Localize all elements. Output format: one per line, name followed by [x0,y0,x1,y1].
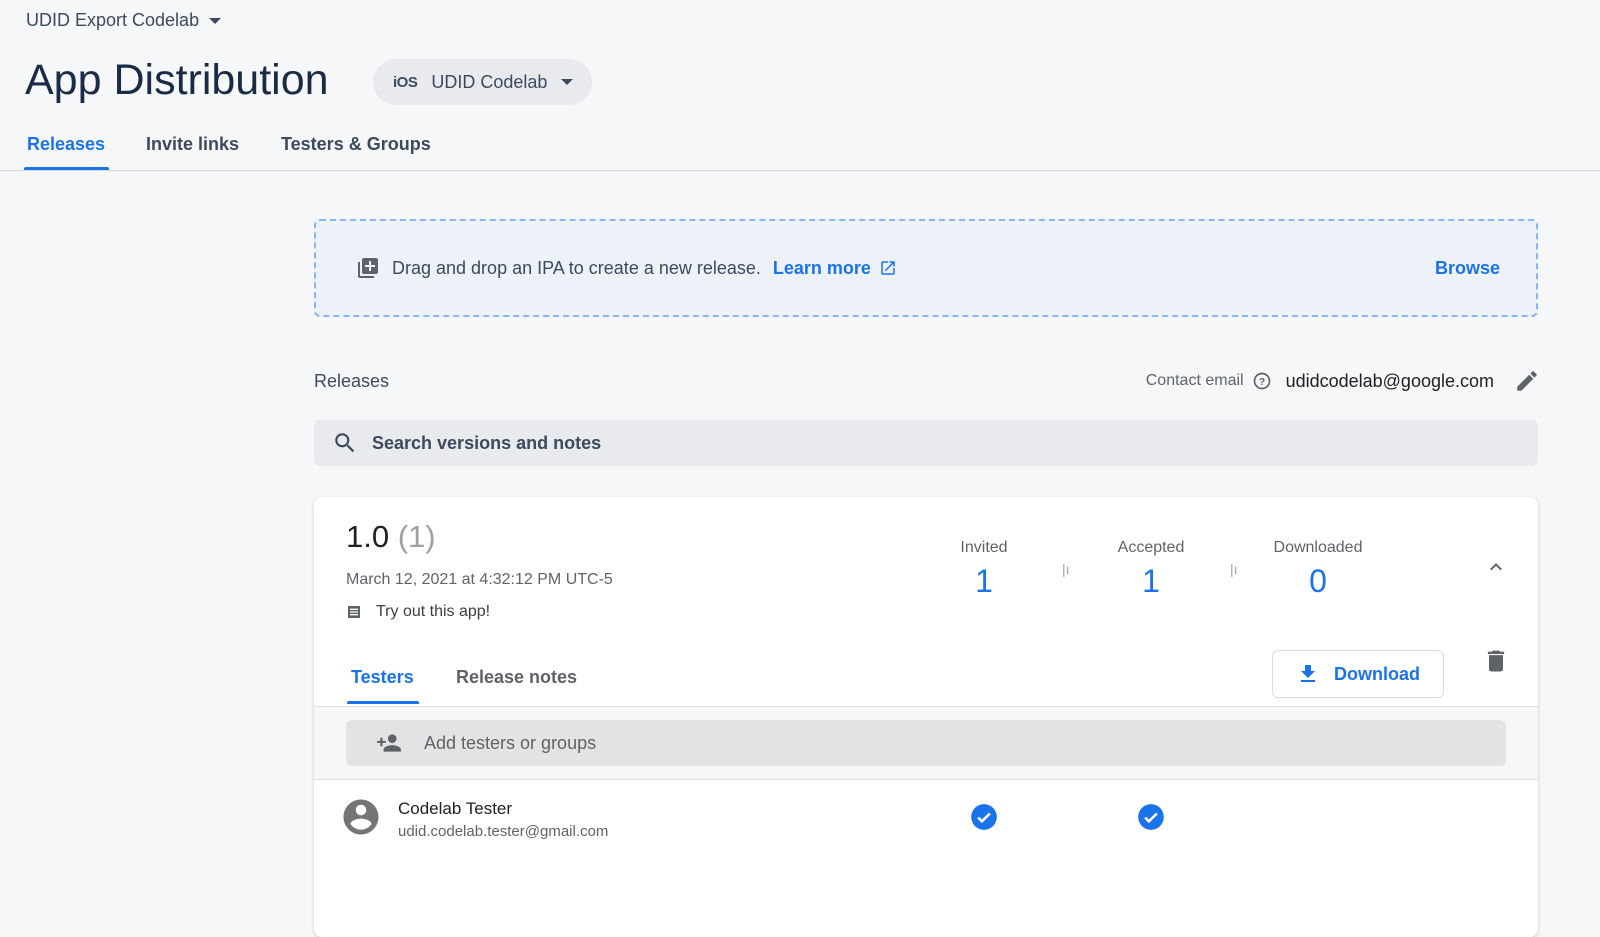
external-link-icon [881,261,895,275]
release-version: 1.0 (1) [346,519,436,555]
add-testers-bar [314,706,1538,780]
caret-down-icon [209,17,222,24]
download-label: Download [1334,663,1420,684]
download-button[interactable]: Download [1272,650,1444,698]
stat-value: 0 [1309,563,1327,599]
app-selector[interactable]: iOS UDID Codelab [373,59,592,105]
caret-down-icon [561,79,574,85]
stat-accepted: Accepted 1 [1081,539,1221,600]
notes-icon [348,606,360,618]
stat-downloaded: Downloaded 0 [1248,539,1388,600]
stat-label: Accepted [1117,539,1185,556]
stat-value: 1 [975,563,993,599]
funnel-separator-icon: |ı [1062,561,1070,577]
dropzone-text: Drag and drop an IPA to create a new rel… [392,257,761,278]
release-notes-summary: Try out this app! [346,603,490,621]
chevron-up-icon[interactable] [1484,555,1508,579]
stat-value: 1 [1142,563,1160,599]
search-bar [314,420,1538,466]
tester-name: Codelab Tester [398,799,513,818]
active-tab-indicator [24,167,109,170]
tab-testers-groups[interactable]: Testers & Groups [281,134,431,154]
active-tab-indicator [347,701,419,704]
edit-pencil-icon[interactable] [1514,368,1540,394]
stat-label: Invited [960,539,1008,556]
releases-heading: Releases [314,371,390,391]
version-number: 1.0 [346,519,390,554]
browse-button[interactable]: Browse [1434,257,1500,278]
ios-icon: iOS [393,73,418,91]
tab-invite-links[interactable]: Invite links [146,134,240,154]
tab-testers[interactable]: Testers [351,667,414,687]
stat-invited: Invited 1 [914,539,1054,600]
learn-more-link[interactable]: Learn more [773,258,897,279]
notes-text: Try out this app! [376,603,491,620]
add-testers-field [346,720,1506,766]
tab-release-notes[interactable]: Release notes [456,667,578,687]
stat-label: Downloaded [1273,539,1363,556]
add-to-library-icon [358,258,378,278]
svg-text:?: ? [1259,377,1265,388]
contact-email-value: udidcodelab@google.com [1285,370,1494,391]
page-title: App Distribution [25,56,329,104]
help-icon[interactable]: ? [1252,371,1272,391]
tabs-divider [0,170,1600,171]
app-name: UDID Codelab [431,71,548,92]
release-card: 1.0 (1) March 12, 2021 at 4:32:12 PM UTC… [314,497,1538,937]
contact-email: Contact email ? udidcodelab@google.com [1146,368,1540,394]
invited-check-icon [971,804,997,830]
download-icon [1301,665,1315,682]
ipa-dropzone[interactable]: Drag and drop an IPA to create a new rel… [314,219,1538,317]
funnel-separator-icon: |ı [1230,561,1238,577]
learn-more-label: Learn more [772,257,871,278]
trash-icon[interactable] [1482,647,1510,675]
search-input[interactable] [372,432,1472,454]
add-testers-input[interactable] [424,732,1324,754]
accepted-check-icon [1138,804,1164,830]
tester-email: udid.codelab.tester@gmail.com [398,823,609,840]
build-number: (1) [397,519,436,554]
release-date: March 12, 2021 at 4:32:12 PM UTC-5 [346,571,613,588]
tab-releases[interactable]: Releases [27,134,106,154]
avatar-icon [343,799,379,835]
contact-email-label: Contact email [1145,372,1244,389]
person-add-icon [377,734,401,752]
tester-row: Codelab Tester udid.codelab.tester@gmail… [314,781,1538,857]
project-name: UDID Export Codelab [26,10,200,30]
project-selector[interactable]: UDID Export Codelab [26,10,222,31]
search-icon [335,433,355,453]
